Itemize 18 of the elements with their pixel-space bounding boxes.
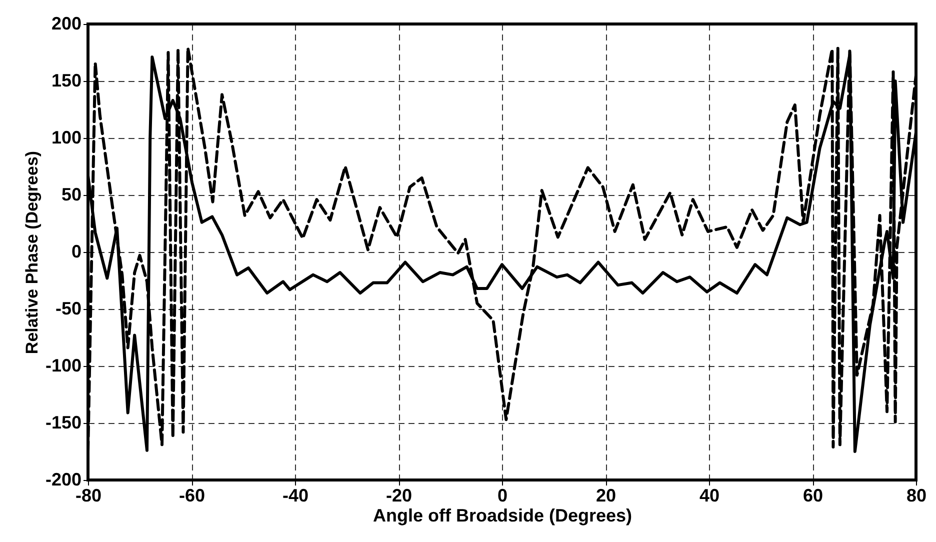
x-tick-label: 80 bbox=[906, 486, 927, 506]
x-tick-label: -40 bbox=[282, 486, 309, 506]
x-tick-label: 20 bbox=[596, 486, 616, 506]
y-tick-label: -100 bbox=[45, 356, 82, 376]
x-tick-label: 0 bbox=[497, 486, 508, 506]
y-tick-label: 0 bbox=[71, 242, 82, 262]
y-tick-label: -50 bbox=[55, 298, 82, 318]
x-tick-label: 40 bbox=[699, 486, 720, 506]
y-tick-label: 100 bbox=[51, 128, 82, 148]
y-tick-label: 50 bbox=[61, 184, 82, 204]
x-tick-label: -20 bbox=[386, 486, 412, 506]
x-axis-title: Angle off Broadside (Degrees) bbox=[372, 506, 632, 526]
x-tick-label: 60 bbox=[802, 486, 824, 506]
y-tick-label: 150 bbox=[51, 70, 82, 90]
x-tick-label: -60 bbox=[178, 486, 206, 506]
y-tick-label: -150 bbox=[45, 412, 82, 432]
y-axis-title: Relative Phase (Degrees) bbox=[22, 150, 42, 354]
y-tick-label: 200 bbox=[51, 14, 82, 34]
